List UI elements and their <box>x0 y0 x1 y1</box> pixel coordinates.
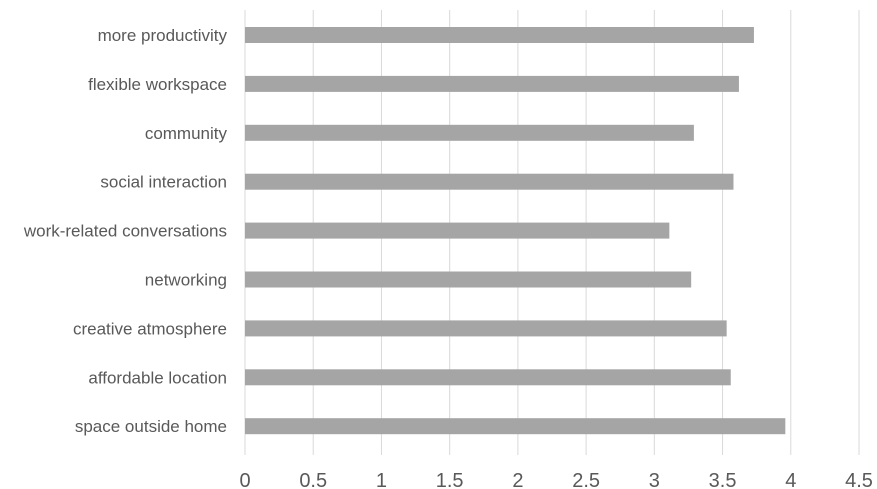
category-label: networking <box>145 271 227 290</box>
category-label: social interaction <box>100 173 227 192</box>
category-label: affordable location <box>88 368 227 387</box>
bar <box>245 124 694 141</box>
bar <box>245 271 692 288</box>
bar <box>245 27 754 43</box>
x-tick-label: 4.5 <box>845 470 873 489</box>
category-label: flexible workspace <box>88 75 227 94</box>
category-label: creative atmosphere <box>73 319 227 338</box>
category-label: work-related conversations <box>23 222 227 241</box>
x-tick-label: 2.5 <box>572 470 600 489</box>
bar <box>245 173 734 190</box>
bar <box>245 75 739 92</box>
bar <box>245 418 786 435</box>
category-label: more productivity <box>98 26 228 45</box>
x-tick-label: 3 <box>649 470 660 489</box>
x-tick-label: 3.5 <box>709 470 737 489</box>
x-tick-label: 0 <box>239 470 250 489</box>
category-label: space outside home <box>75 417 227 436</box>
bar <box>245 222 670 239</box>
bar <box>245 369 731 386</box>
bar <box>245 320 727 337</box>
x-tick-label: 1.5 <box>436 470 464 489</box>
bars <box>245 27 786 435</box>
category-label: community <box>145 124 228 143</box>
x-axis-tick-labels: 0 0.5 1 1.5 2 2.5 3 3.5 4 4.5 <box>239 470 872 489</box>
x-tick-label: 1 <box>376 470 387 489</box>
x-tick-label: 2 <box>512 470 523 489</box>
x-tick-label: 4 <box>785 470 796 489</box>
x-tick-label: 0.5 <box>299 470 327 489</box>
category-labels: more productivity flexible workspace commu… <box>23 26 228 436</box>
